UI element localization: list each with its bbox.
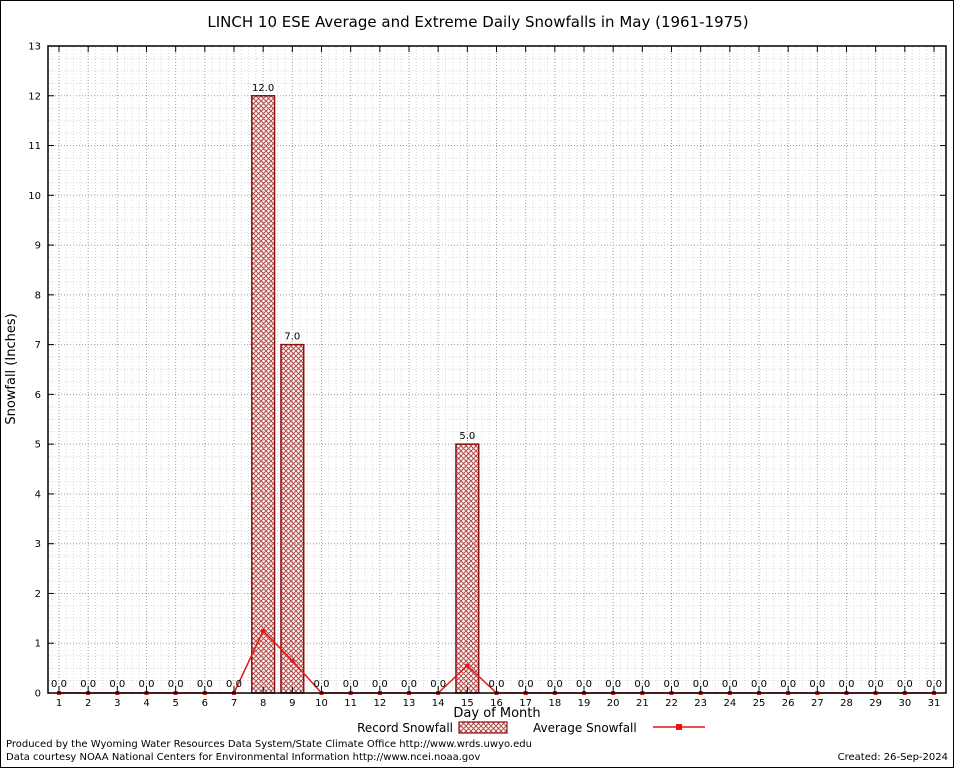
x-tick-label: 24 xyxy=(723,698,736,709)
value-label-day-13: 0.0 xyxy=(401,679,417,690)
value-label-day-4: 0.0 xyxy=(139,679,155,690)
value-label-day-25: 0.0 xyxy=(751,679,767,690)
legend-record-label: Record Snowfall xyxy=(357,721,453,735)
value-label-day-12: 0.0 xyxy=(372,679,388,690)
value-label-day-3: 0.0 xyxy=(109,679,125,690)
value-label-day-17: 0.0 xyxy=(518,679,534,690)
x-tick-label: 27 xyxy=(811,698,824,709)
y-tick-label: 13 xyxy=(28,42,41,53)
footer: Produced by the Wyoming Water Resources … xyxy=(6,739,948,764)
x-tick-label: 23 xyxy=(694,698,707,709)
y-axis-label: Snowfall (Inches) xyxy=(4,313,19,424)
x-tick-label: 18 xyxy=(548,698,561,709)
value-label-day-24: 0.0 xyxy=(722,679,738,690)
record-bar-day-15 xyxy=(455,443,480,694)
footer-produced-by: Produced by the Wyoming Water Resources … xyxy=(6,739,532,750)
record-bar-day-9 xyxy=(280,343,305,694)
legend-average-label: Average Snowfall xyxy=(533,721,637,735)
snowfall-chart: LINCH 10 ESE Average and Extreme Daily S… xyxy=(4,13,947,735)
value-label-day-14: 0.0 xyxy=(430,679,446,690)
x-tick-label: 14 xyxy=(432,698,445,709)
average-marker-day-15 xyxy=(465,663,470,668)
value-label-day-9: 7.0 xyxy=(284,332,300,343)
x-tick-label: 1 xyxy=(56,698,62,709)
x-tick-label: 12 xyxy=(373,698,386,709)
plot-area: 1 2 3 4 5 6 7 8 9 10 11 12 13 14 15 16 17 18 19 20 21 22 23 24 2… xyxy=(28,42,947,709)
legend-record-swatch xyxy=(458,721,508,734)
value-label-day-27: 0.0 xyxy=(809,679,825,690)
average-marker-day-8 xyxy=(261,628,266,633)
value-label-day-7: 0.0 xyxy=(226,679,242,690)
y-tick-label: 8 xyxy=(35,290,41,301)
value-label-day-21: 0.0 xyxy=(634,679,650,690)
value-label-day-31: 0.0 xyxy=(926,679,942,690)
record-bar-day-8 xyxy=(251,95,276,694)
value-label-day-22: 0.0 xyxy=(664,679,680,690)
y-tick-label: 7 xyxy=(35,340,41,351)
y-tick-label: 12 xyxy=(28,91,41,102)
value-label-day-23: 0.0 xyxy=(693,679,709,690)
value-label-day-1: 0.0 xyxy=(51,679,67,690)
average-marker-day-9 xyxy=(290,658,295,663)
x-tick-label: 22 xyxy=(665,698,678,709)
y-tick-label: 11 xyxy=(28,141,41,152)
legend: Record Snowfall Average Snowfall xyxy=(357,721,705,735)
y-tick-label: 10 xyxy=(28,191,41,202)
x-tick-label: 3 xyxy=(114,698,120,709)
value-label-day-28: 0.0 xyxy=(839,679,855,690)
x-tick-label: 13 xyxy=(403,698,416,709)
value-label-day-10: 0.0 xyxy=(314,679,330,690)
value-label-day-2: 0.0 xyxy=(80,679,96,690)
x-tick-label: 26 xyxy=(782,698,795,709)
x-tick-label: 2 xyxy=(85,698,91,709)
x-tick-label: 31 xyxy=(928,698,941,709)
y-tick-label: 2 xyxy=(35,589,41,600)
value-label-day-30: 0.0 xyxy=(897,679,913,690)
y-tick-label: 3 xyxy=(35,539,41,550)
value-label-day-29: 0.0 xyxy=(868,679,884,690)
x-tick-label: 5 xyxy=(172,698,178,709)
chart-title: LINCH 10 ESE Average and Extreme Daily S… xyxy=(207,13,748,31)
x-tick-label: 7 xyxy=(231,698,237,709)
value-label-day-26: 0.0 xyxy=(780,679,796,690)
y-tick-label: 1 xyxy=(35,639,41,650)
footer-created-date: Created: 26-Sep-2024 xyxy=(837,752,948,763)
x-tick-label: 10 xyxy=(315,698,328,709)
value-label-day-16: 0.0 xyxy=(489,679,505,690)
x-tick-label: 6 xyxy=(202,698,208,709)
value-label-day-18: 0.0 xyxy=(547,679,563,690)
value-label-day-19: 0.0 xyxy=(576,679,592,690)
value-label-day-11: 0.0 xyxy=(343,679,359,690)
x-axis-label: Day of Month xyxy=(453,706,540,721)
legend-average-marker-icon xyxy=(676,724,682,730)
x-tick-label: 19 xyxy=(578,698,591,709)
x-tick-label: 21 xyxy=(636,698,649,709)
y-tick-label: 9 xyxy=(35,241,41,252)
y-tick-label: 4 xyxy=(35,489,41,500)
value-label-day-6: 0.0 xyxy=(197,679,213,690)
x-tick-label: 8 xyxy=(260,698,266,709)
x-tick-label: 28 xyxy=(840,698,853,709)
x-tick-label: 30 xyxy=(898,698,911,709)
y-tick-label: 0 xyxy=(35,689,41,700)
value-label-day-5: 0.0 xyxy=(168,679,184,690)
x-tick-label: 25 xyxy=(753,698,766,709)
value-label-day-8: 12.0 xyxy=(252,83,274,94)
footer-data-courtesy: Data courtesy NOAA National Centers for … xyxy=(6,752,481,763)
x-tick-label: 29 xyxy=(869,698,882,709)
value-label-day-20: 0.0 xyxy=(605,679,621,690)
y-tick-label: 5 xyxy=(35,440,41,451)
y-tick-label: 6 xyxy=(35,390,41,401)
x-tick-label: 16 xyxy=(490,698,503,709)
value-label-day-15: 5.0 xyxy=(459,431,475,442)
x-tick-label: 17 xyxy=(519,698,532,709)
x-tick-label: 20 xyxy=(607,698,620,709)
x-tick-label: 15 xyxy=(461,698,474,709)
x-tick-label: 4 xyxy=(143,698,149,709)
x-tick-label: 11 xyxy=(344,698,357,709)
x-tick-label: 9 xyxy=(289,698,295,709)
